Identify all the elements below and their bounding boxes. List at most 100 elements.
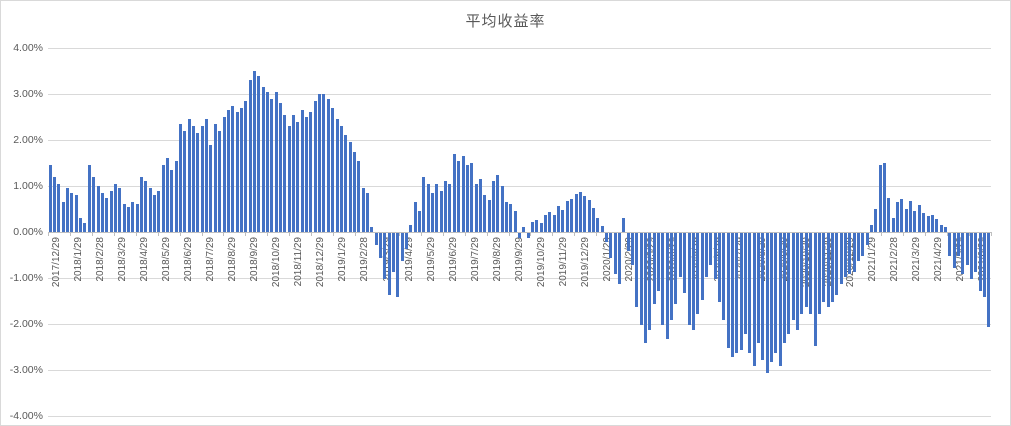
bar [170, 169, 173, 232]
bar [683, 233, 686, 293]
bar [535, 219, 538, 232]
bar [509, 204, 512, 232]
bar [583, 196, 586, 232]
bar [466, 165, 469, 232]
bar [714, 233, 717, 279]
bar [49, 165, 52, 232]
bar [709, 233, 712, 266]
y-axis-label: -4.00% [9, 409, 43, 422]
x-axis-tick [289, 232, 290, 236]
bar [913, 211, 916, 232]
bar [257, 75, 260, 232]
bar [479, 179, 482, 232]
bar [757, 233, 760, 344]
bar [357, 160, 360, 232]
bar [283, 114, 286, 232]
bar [566, 201, 569, 232]
x-axis-tick [947, 232, 948, 236]
y-axis-label: 1.00% [13, 179, 43, 192]
bar [848, 233, 851, 275]
bar [262, 87, 265, 232]
bar [383, 233, 386, 279]
x-axis-tick [487, 232, 488, 236]
bar [979, 233, 982, 291]
x-axis-tick [574, 232, 575, 236]
bar [522, 227, 525, 232]
bar [661, 233, 664, 325]
bar [470, 163, 473, 232]
bar [414, 202, 417, 232]
bar [331, 107, 334, 232]
bar [118, 188, 121, 232]
bar [401, 233, 404, 261]
bar [800, 233, 803, 314]
bar [327, 98, 330, 232]
bar [110, 190, 113, 232]
bar [131, 202, 134, 232]
bar [388, 233, 391, 296]
bar [770, 233, 773, 362]
bar [418, 211, 421, 232]
bar [853, 233, 856, 273]
x-axis-tick [180, 232, 181, 236]
bar [622, 218, 625, 232]
bar [527, 233, 530, 238]
bar [540, 222, 543, 232]
bar [392, 233, 395, 273]
bar [718, 233, 721, 302]
x-axis-tick [509, 232, 510, 236]
bar [375, 233, 378, 245]
bar [900, 198, 903, 232]
bar [870, 225, 873, 232]
y-gridline [48, 186, 991, 187]
bar [301, 110, 304, 232]
bar [105, 197, 108, 232]
bar [179, 123, 182, 232]
bar [635, 233, 638, 307]
bar [805, 233, 808, 307]
bar [557, 205, 560, 232]
bar [97, 186, 100, 232]
bar [83, 222, 86, 232]
bar [722, 233, 725, 321]
bar [309, 112, 312, 232]
bar [640, 233, 643, 325]
bar [753, 233, 756, 367]
bar [448, 183, 451, 232]
bar [761, 233, 764, 360]
bar [288, 126, 291, 232]
bar [696, 233, 699, 314]
bar [922, 212, 925, 232]
bar [127, 206, 130, 232]
bar [866, 233, 869, 245]
y-gridline [48, 48, 991, 49]
bar [570, 198, 573, 232]
bar [162, 165, 165, 232]
bar [149, 188, 152, 232]
bar [553, 215, 556, 232]
bar [892, 218, 895, 232]
bar [231, 105, 234, 232]
bar [735, 233, 738, 353]
y-axis-label: 0.00% [13, 225, 43, 238]
bar [644, 233, 647, 344]
bar [253, 71, 256, 232]
bar [861, 233, 864, 256]
bar [66, 188, 69, 232]
bar [705, 233, 708, 277]
bar [92, 176, 95, 232]
x-axis-tick [223, 232, 224, 236]
bar [670, 233, 673, 321]
bar [948, 233, 951, 256]
bar [787, 233, 790, 335]
bar [62, 202, 65, 232]
bar [175, 160, 178, 232]
y-axis-label: -2.00% [9, 317, 43, 330]
bar [883, 163, 886, 232]
bar [296, 121, 299, 232]
bar [657, 233, 660, 291]
bar [731, 233, 734, 358]
bar [831, 233, 834, 302]
